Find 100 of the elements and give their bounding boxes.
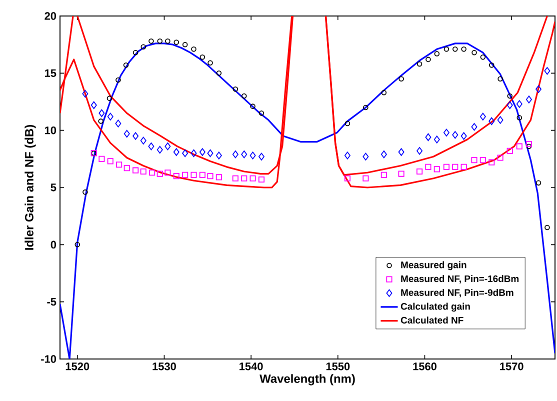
point xyxy=(232,86,238,92)
point xyxy=(506,148,513,154)
point xyxy=(460,164,467,170)
point xyxy=(444,46,450,52)
point xyxy=(425,133,432,142)
point xyxy=(471,157,478,164)
point xyxy=(208,60,213,66)
point xyxy=(443,164,450,170)
point xyxy=(107,112,114,120)
point xyxy=(140,44,146,50)
legend-label: Measured NF, Pin=-9dBm xyxy=(401,288,514,298)
point xyxy=(380,150,387,158)
y-tick-label: 0 xyxy=(50,240,56,249)
point xyxy=(258,176,265,183)
point xyxy=(363,104,368,110)
point xyxy=(258,152,264,160)
point xyxy=(132,167,139,174)
point xyxy=(536,85,542,94)
point xyxy=(380,172,387,178)
point xyxy=(98,109,105,118)
point xyxy=(156,146,163,154)
point xyxy=(190,149,197,158)
point xyxy=(461,46,466,52)
point xyxy=(516,100,522,108)
x-axis-title: Wavelength (nm) xyxy=(260,374,355,386)
point xyxy=(164,142,171,150)
x-tick-label: 1550 xyxy=(326,362,350,370)
point xyxy=(452,164,458,170)
point xyxy=(460,132,467,140)
point xyxy=(480,157,486,164)
point xyxy=(488,159,495,166)
point xyxy=(452,46,458,52)
point xyxy=(199,148,206,156)
point xyxy=(426,56,431,62)
point xyxy=(544,224,550,230)
point xyxy=(497,154,504,161)
point xyxy=(173,173,180,180)
point xyxy=(207,173,214,180)
point xyxy=(132,132,139,140)
y-tick-label: 20 xyxy=(44,12,56,20)
x-tick-label: 1530 xyxy=(152,362,176,370)
point xyxy=(106,96,112,101)
point xyxy=(344,120,350,126)
point xyxy=(526,96,532,104)
point xyxy=(74,242,80,248)
point xyxy=(115,120,122,128)
point xyxy=(200,54,206,60)
point xyxy=(98,156,105,162)
point xyxy=(98,118,104,124)
point xyxy=(241,93,247,99)
point xyxy=(241,150,248,158)
point xyxy=(258,110,264,116)
point xyxy=(452,131,458,139)
point xyxy=(156,170,163,177)
point xyxy=(82,90,88,98)
point xyxy=(362,175,369,182)
y-tick-label: 10 xyxy=(44,126,56,134)
y-tick-label: -10 xyxy=(41,355,56,363)
legend-label: Calculated NF xyxy=(400,316,464,324)
point xyxy=(434,51,440,56)
point xyxy=(216,174,222,180)
point xyxy=(140,168,146,175)
point xyxy=(148,142,154,150)
point xyxy=(148,38,154,44)
point xyxy=(416,61,422,67)
point xyxy=(536,180,542,186)
point xyxy=(398,76,404,82)
point xyxy=(216,152,222,160)
point xyxy=(82,189,88,195)
point xyxy=(164,170,171,176)
point xyxy=(182,42,188,48)
point xyxy=(398,170,404,177)
point xyxy=(497,116,504,124)
x-tick-label: 1540 xyxy=(240,362,263,370)
point xyxy=(107,158,114,164)
legend-label: Measured NF, Pin=-16dBm xyxy=(401,275,519,284)
point xyxy=(344,152,350,160)
point xyxy=(182,172,188,178)
y-tick-label: -5 xyxy=(47,298,56,306)
y-axis-title: Idler Gain and NF (dB) xyxy=(24,124,36,250)
point xyxy=(506,101,513,110)
point xyxy=(191,46,196,52)
point xyxy=(140,136,146,144)
point xyxy=(434,136,440,144)
point xyxy=(472,50,477,56)
point xyxy=(157,38,163,44)
point xyxy=(173,148,180,156)
point xyxy=(498,76,503,82)
point xyxy=(216,70,222,76)
point xyxy=(90,101,97,110)
point xyxy=(526,144,532,149)
legend-label: Measured gain xyxy=(401,261,466,270)
point xyxy=(416,168,423,175)
point xyxy=(174,40,180,45)
point xyxy=(199,172,206,178)
legend-label: Calculated gain xyxy=(400,302,470,312)
point xyxy=(190,172,197,178)
point xyxy=(232,175,238,182)
point xyxy=(381,90,387,96)
point xyxy=(132,50,138,56)
